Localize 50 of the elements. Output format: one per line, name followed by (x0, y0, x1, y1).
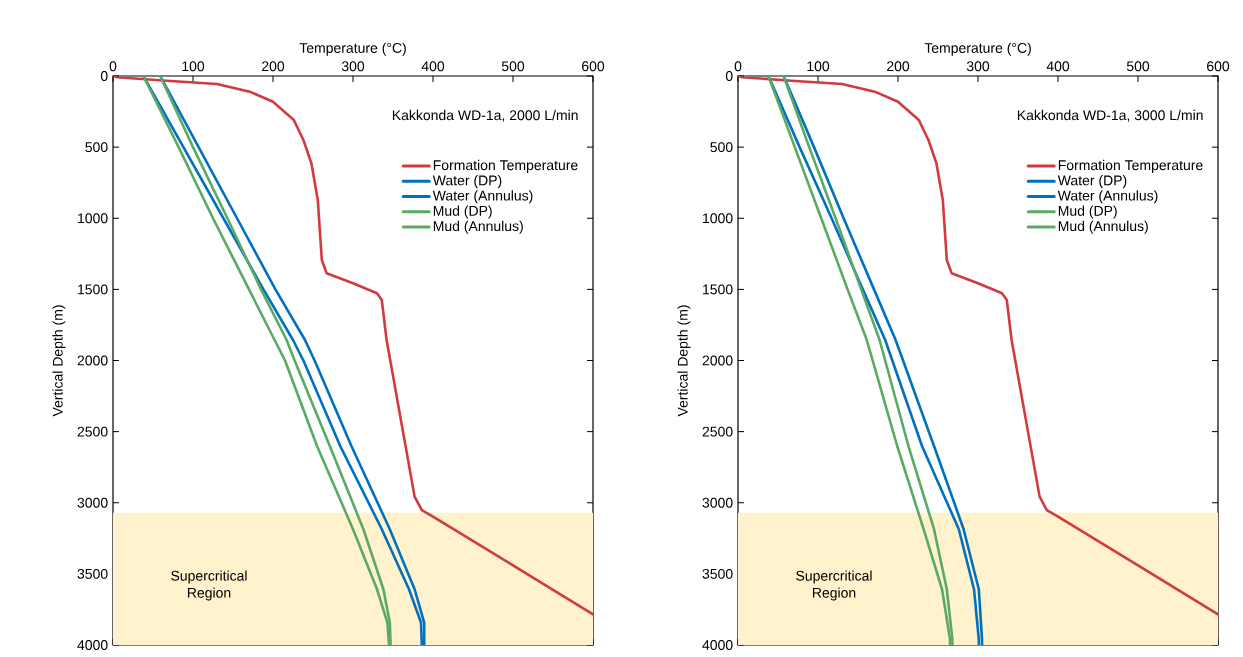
x-tick-label: 0 (109, 61, 117, 72)
legend-label: Mud (Annulus) (1058, 220, 1148, 234)
legend-label: Mud (DP) (1058, 205, 1117, 219)
legend-title: Kakkonda WD-1a, 3000 L/min (1017, 109, 1203, 122)
x-tick-label: 300 (341, 61, 365, 72)
y-tick-label: 1000 (78, 213, 108, 224)
legend-label: Water (DP) (432, 175, 502, 189)
legend-label: Mud (DP) (433, 205, 492, 219)
x-axis-title: Temperature (°C) (299, 42, 406, 56)
legend-title: Kakkonda WD-1a, 2000 L/min (392, 109, 578, 122)
band-label: Supercritical Region (171, 570, 247, 601)
y-axis-title: Vertical Depth (m) (52, 305, 66, 417)
y-tick-label: 3500 (77, 568, 108, 579)
y-tick-label: 3500 (702, 568, 733, 579)
x-tick-label: 200 (262, 61, 285, 72)
y-tick-label: 2500 (77, 426, 108, 437)
y-tick-label: 4000 (702, 640, 733, 650)
y-tick-label: 500 (710, 142, 733, 153)
y-tick-label: 1500 (703, 284, 733, 295)
y-tick-label: 2500 (702, 426, 733, 437)
x-tick-label: 500 (1126, 61, 1150, 72)
legend-label: Formation Temperature (433, 159, 578, 173)
x-tick-label: 600 (1207, 61, 1230, 72)
legend-label: Water (Annulus) (1057, 190, 1158, 204)
y-tick-label: 4000 (77, 640, 108, 650)
y-tick-label: 3000 (702, 497, 733, 508)
x-tick-label: 200 (887, 61, 910, 72)
x-tick-label: 400 (421, 61, 445, 72)
y-tick-label: 0 (725, 71, 733, 81)
x-tick-label: 400 (1046, 61, 1070, 72)
x-tick-label: 100 (182, 61, 205, 72)
legend-label: Water (Annulus) (432, 190, 533, 204)
y-axis-title: Vertical Depth (m) (677, 305, 691, 417)
x-axis-title: Temperature (°C) (924, 42, 1031, 56)
y-tick-label: 3000 (77, 497, 108, 508)
x-tick-label: 600 (582, 61, 605, 72)
y-tick-label: 2000 (77, 355, 108, 366)
x-tick-label: 100 (807, 61, 830, 72)
legend-label: Mud (Annulus) (433, 220, 523, 234)
y-tick-label: 2000 (702, 355, 733, 366)
y-tick-label: 0 (100, 71, 108, 81)
y-tick-label: 500 (85, 142, 108, 153)
x-tick-label: 500 (501, 61, 525, 72)
y-tick-label: 1000 (703, 213, 733, 224)
legend-label: Formation Temperature (1058, 159, 1203, 173)
x-tick-label: 300 (966, 61, 990, 72)
x-tick-label: 0 (734, 61, 742, 72)
legend-label: Water (DP) (1057, 175, 1127, 189)
y-tick-label: 1500 (78, 284, 108, 295)
band-label: Supercritical Region (796, 570, 872, 601)
